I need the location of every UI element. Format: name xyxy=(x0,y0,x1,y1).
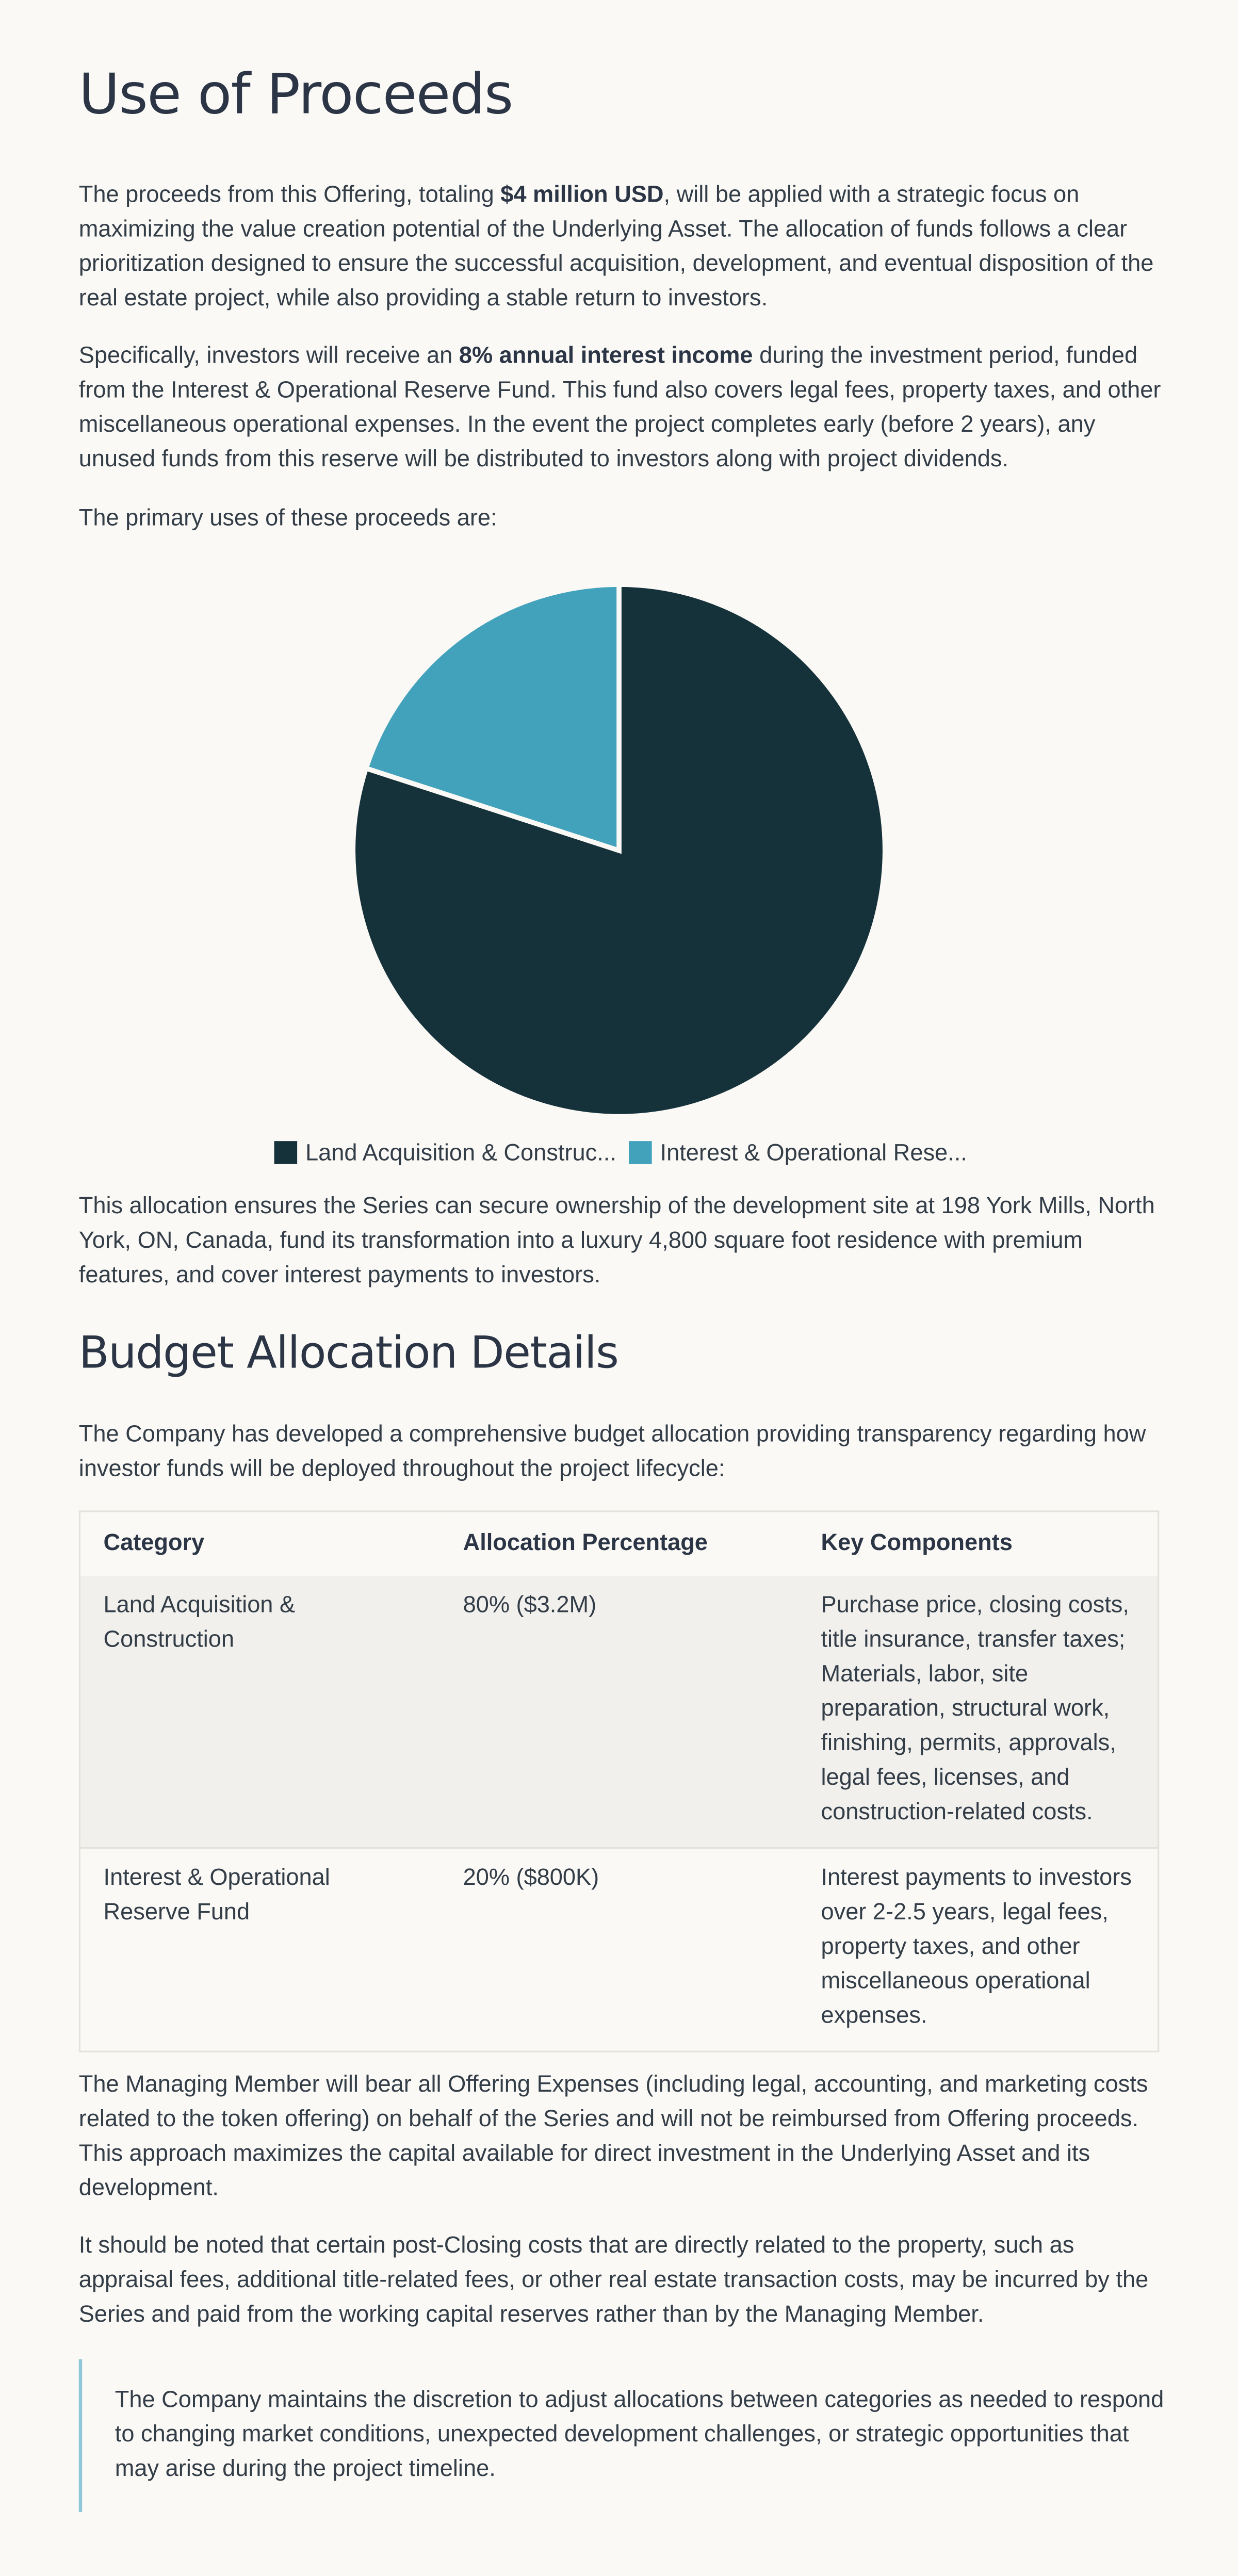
bold-text: $4 million USD xyxy=(500,182,664,209)
pie-slice xyxy=(363,582,622,854)
paragraph: The Managing Member will bear all Offeri… xyxy=(78,2072,1148,2202)
blockquote: The Company maintains the discretion to … xyxy=(78,2359,1164,2512)
header-cell: Allocation Percentage xyxy=(440,1511,798,1576)
bold-text: 8% annual interest income xyxy=(459,343,753,370)
text: Specifically, investors will receive an xyxy=(78,343,459,370)
legend-swatch xyxy=(629,1141,652,1164)
table-row: Land Acquisition & Construction 80% ($3.2… xyxy=(79,1576,1159,1848)
paragraph: The Company has developed a comprehensiv… xyxy=(78,1422,1146,1483)
pie-chart: Land Acquisition & Construc... Interest &… xyxy=(274,582,967,1166)
cell: 80% ($3.2M) xyxy=(440,1576,798,1848)
legend-swatch xyxy=(274,1141,298,1164)
quote-text: The Company maintains the discretion to … xyxy=(115,2387,1164,2483)
text: during the investment period, funded fro… xyxy=(78,343,1161,473)
cell: Land Acquisition & Construction xyxy=(79,1576,441,1848)
table-row: Interest & Operational Reserve Fund 20% (… xyxy=(79,1847,1159,2052)
paragraph: This allocation ensures the Series can s… xyxy=(78,1194,1155,1289)
table-container: Category Allocation Percentage Key Compone… xyxy=(78,1510,1163,2052)
header-cell: Key Components xyxy=(797,1511,1159,1576)
paragraph: The primary uses of these proceeds are: xyxy=(78,506,497,532)
text: The proceeds from this Offering, totalin… xyxy=(78,182,501,209)
legend-label: Interest & Operational Rese... xyxy=(660,1139,967,1166)
cell: Interest payments to investors over 2-2.… xyxy=(797,1847,1159,2052)
cell: 20% ($800K) xyxy=(440,1847,798,2052)
paragraph: The proceeds from this Offering, totalin… xyxy=(79,179,1163,317)
cell: Purchase price, closing costs, title ins… xyxy=(797,1576,1159,1848)
page-title: Use of Proceeds xyxy=(78,62,513,128)
cell: Interest & Operational Reserve Fund xyxy=(79,1847,441,2052)
section-heading: Budget Allocation Details xyxy=(78,1328,619,1379)
paragraph: It should be noted that certain post-Clo… xyxy=(78,2232,1149,2328)
text: , will be applied with a strategic focus… xyxy=(78,182,1154,312)
header-cell: Category xyxy=(79,1511,441,1576)
legend-label: Land Acquisition & Construc... xyxy=(305,1139,616,1166)
table-header: Category Allocation Percentage Key Compone… xyxy=(79,1511,1159,1576)
budget-table: Category Allocation Percentage Key Compone… xyxy=(78,1510,1160,2052)
paragraph: Specifically, investors will receive an … xyxy=(79,340,1163,478)
